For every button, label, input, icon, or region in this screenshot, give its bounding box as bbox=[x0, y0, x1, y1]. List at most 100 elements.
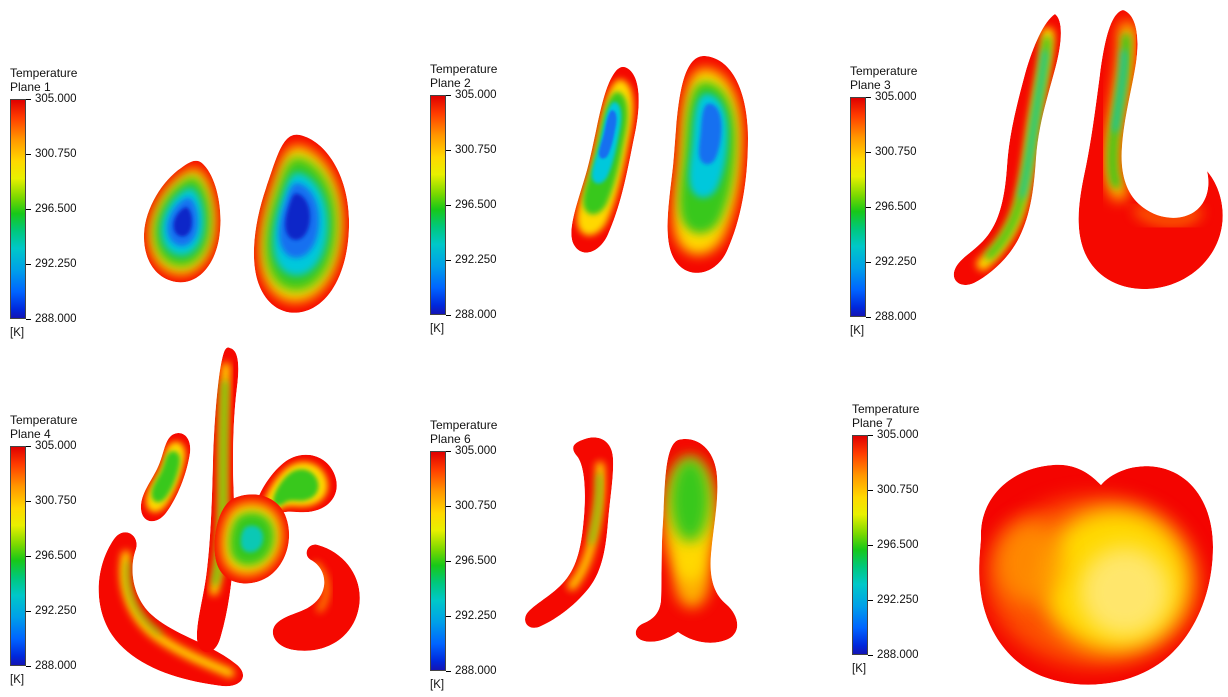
tick-label: 288.000 bbox=[455, 309, 497, 321]
tick-mark bbox=[26, 445, 31, 447]
legend-plane-label: Plane 2 bbox=[430, 76, 471, 90]
tick-label: 296.500 bbox=[35, 203, 77, 215]
tick-mark bbox=[868, 489, 873, 491]
unit-label: [K] bbox=[850, 325, 865, 337]
legend-title: Temperature bbox=[10, 413, 78, 427]
tick-label: 296.500 bbox=[455, 199, 497, 211]
tick-label: 292.250 bbox=[455, 254, 497, 266]
tick-label: 300.750 bbox=[455, 500, 497, 512]
tick-mark bbox=[866, 316, 871, 318]
tick-label: 288.000 bbox=[455, 665, 497, 677]
tick-mark bbox=[446, 670, 451, 672]
colorbar-legend-plane-2: Temperature Plane 2 305.000 300.750 296.… bbox=[430, 62, 540, 335]
tick-mark bbox=[26, 153, 31, 155]
tick-mark bbox=[866, 261, 871, 263]
tick-label: 300.750 bbox=[877, 484, 919, 496]
tick-mark bbox=[446, 149, 451, 151]
unit-label: [K] bbox=[430, 323, 445, 335]
legend-title: Temperature bbox=[10, 66, 78, 80]
colorbar bbox=[430, 95, 446, 315]
tick-mark bbox=[26, 208, 31, 210]
tick-label: 296.500 bbox=[35, 550, 77, 562]
colorbar-ticks: 305.000 300.750 296.500 292.250 288.000 bbox=[26, 93, 112, 325]
tick-mark bbox=[26, 500, 31, 502]
tick-mark bbox=[26, 263, 31, 265]
legend-title: Temperature bbox=[430, 418, 498, 432]
tick-label: 292.250 bbox=[875, 256, 917, 268]
tick-label: 300.750 bbox=[875, 146, 917, 158]
legend-plane-label: Plane 6 bbox=[430, 432, 471, 446]
tick-mark bbox=[446, 505, 451, 507]
colorbar-ticks: 305.000 300.750 296.500 292.250 288.000 bbox=[868, 429, 954, 661]
tick-mark bbox=[446, 259, 451, 261]
tick-mark bbox=[866, 206, 871, 208]
tick-label: 305.000 bbox=[875, 91, 917, 103]
tick-mark bbox=[26, 555, 31, 557]
legend-plane-label: Plane 1 bbox=[10, 80, 51, 94]
legend-plane-label: Plane 7 bbox=[852, 416, 893, 430]
tick-mark bbox=[26, 610, 31, 612]
tick-label: 296.500 bbox=[875, 201, 917, 213]
tick-label: 288.000 bbox=[875, 311, 917, 323]
tick-label: 292.250 bbox=[35, 605, 77, 617]
tick-mark bbox=[446, 560, 451, 562]
tick-label: 288.000 bbox=[35, 313, 77, 325]
tick-mark bbox=[868, 434, 873, 436]
tick-label: 292.250 bbox=[35, 258, 77, 270]
legend-title: Temperature bbox=[852, 402, 920, 416]
legend-plane-label: Plane 4 bbox=[10, 427, 51, 441]
colorbar bbox=[850, 97, 866, 317]
contour-plot-plane-4 bbox=[98, 347, 360, 687]
contour-plot-plane-1 bbox=[143, 134, 350, 313]
tick-mark bbox=[446, 615, 451, 617]
tick-label: 292.250 bbox=[455, 610, 497, 622]
colorbar-legend-plane-1: Temperature Plane 1 305.000 300.750 296.… bbox=[10, 66, 120, 339]
colorbar bbox=[10, 99, 26, 319]
tick-label: 305.000 bbox=[877, 429, 919, 441]
tick-mark bbox=[446, 314, 451, 316]
colorbar-legend-plane-3: Temperature Plane 3 305.000 300.750 296.… bbox=[850, 64, 960, 337]
colorbar-ticks: 305.000 300.750 296.500 292.250 288.000 bbox=[866, 91, 952, 323]
contour-plot-plane-3 bbox=[953, 10, 1223, 290]
tick-mark bbox=[26, 98, 31, 100]
colorbar bbox=[10, 446, 26, 666]
tick-label: 305.000 bbox=[35, 440, 77, 452]
tick-label: 288.000 bbox=[35, 660, 77, 672]
tick-mark bbox=[26, 318, 31, 320]
colorbar-legend-plane-7: Temperature Plane 7 305.000 300.750 296.… bbox=[852, 402, 962, 675]
contour-plot-plane-2 bbox=[571, 55, 748, 273]
tick-label: 288.000 bbox=[877, 649, 919, 661]
tick-label: 305.000 bbox=[35, 93, 77, 105]
tick-mark bbox=[866, 151, 871, 153]
tick-mark bbox=[446, 94, 451, 96]
contour-plot-plane-7 bbox=[979, 464, 1213, 685]
colorbar-legend-plane-4: Temperature Plane 4 305.000 300.750 296.… bbox=[10, 413, 120, 686]
unit-label: [K] bbox=[852, 663, 867, 675]
tick-label: 300.750 bbox=[455, 144, 497, 156]
tick-label: 300.750 bbox=[35, 495, 77, 507]
tick-label: 292.250 bbox=[877, 594, 919, 606]
tick-label: 296.500 bbox=[877, 539, 919, 551]
tick-mark bbox=[868, 654, 873, 656]
colorbar-ticks: 305.000 300.750 296.500 292.250 288.000 bbox=[446, 445, 532, 677]
tick-mark bbox=[868, 544, 873, 546]
colorbar-ticks: 305.000 300.750 296.500 292.250 288.000 bbox=[26, 440, 112, 672]
tick-mark bbox=[26, 665, 31, 667]
tick-label: 300.750 bbox=[35, 148, 77, 160]
tick-mark bbox=[866, 96, 871, 98]
tick-mark bbox=[446, 204, 451, 206]
tick-label: 305.000 bbox=[455, 445, 497, 457]
tick-mark bbox=[868, 599, 873, 601]
legend-title: Temperature bbox=[850, 64, 918, 78]
tick-mark bbox=[446, 450, 451, 452]
colorbar-ticks: 305.000 300.750 296.500 292.250 288.000 bbox=[446, 89, 532, 321]
legend-plane-label: Plane 3 bbox=[850, 78, 891, 92]
tick-label: 296.500 bbox=[455, 555, 497, 567]
tick-label: 305.000 bbox=[455, 89, 497, 101]
colorbar-legend-plane-6: Temperature Plane 6 305.000 300.750 296.… bbox=[430, 418, 540, 691]
colorbar bbox=[430, 451, 446, 671]
colorbar bbox=[852, 435, 868, 655]
unit-label: [K] bbox=[10, 327, 25, 339]
unit-label: [K] bbox=[430, 679, 445, 691]
